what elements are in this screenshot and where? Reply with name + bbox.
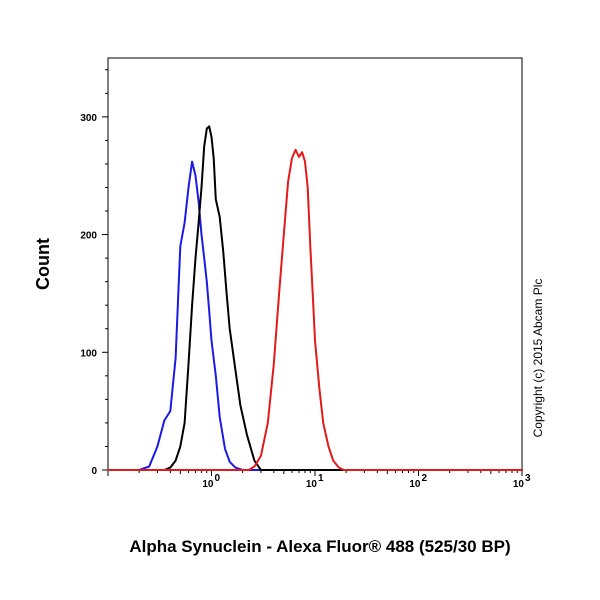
y-tick-label: 200 [80,231,97,242]
y-tick-label: 0 [91,466,97,477]
x-tick-exponent: 3 [525,473,531,484]
x-tick-exponent: 2 [422,473,428,484]
x-tick-label: 10 [513,479,525,490]
histogram-series-3 [107,148,523,471]
y-tick-label: 100 [80,348,97,359]
y-tick-label: 300 [80,113,97,124]
y-axis-title: Count [33,238,53,290]
x-tick-label: 10 [409,479,421,490]
x-axis-title: Alpha Synuclein - Alexa Fluor® 488 (525/… [129,537,510,556]
x-tick-exponent: 1 [318,473,324,484]
histogram-series-1 [107,160,523,471]
y-axis-ticks: 0 100 200 300 [80,69,108,477]
x-tick-exponent: 0 [215,473,221,484]
series-lines [107,125,523,471]
x-tick-label: 10 [202,479,214,490]
copyright-label: Copyright (c) 2015 Abcam Plc [531,279,545,438]
x-tick-label: 10 [306,479,318,490]
histogram-series-2 [107,125,523,471]
